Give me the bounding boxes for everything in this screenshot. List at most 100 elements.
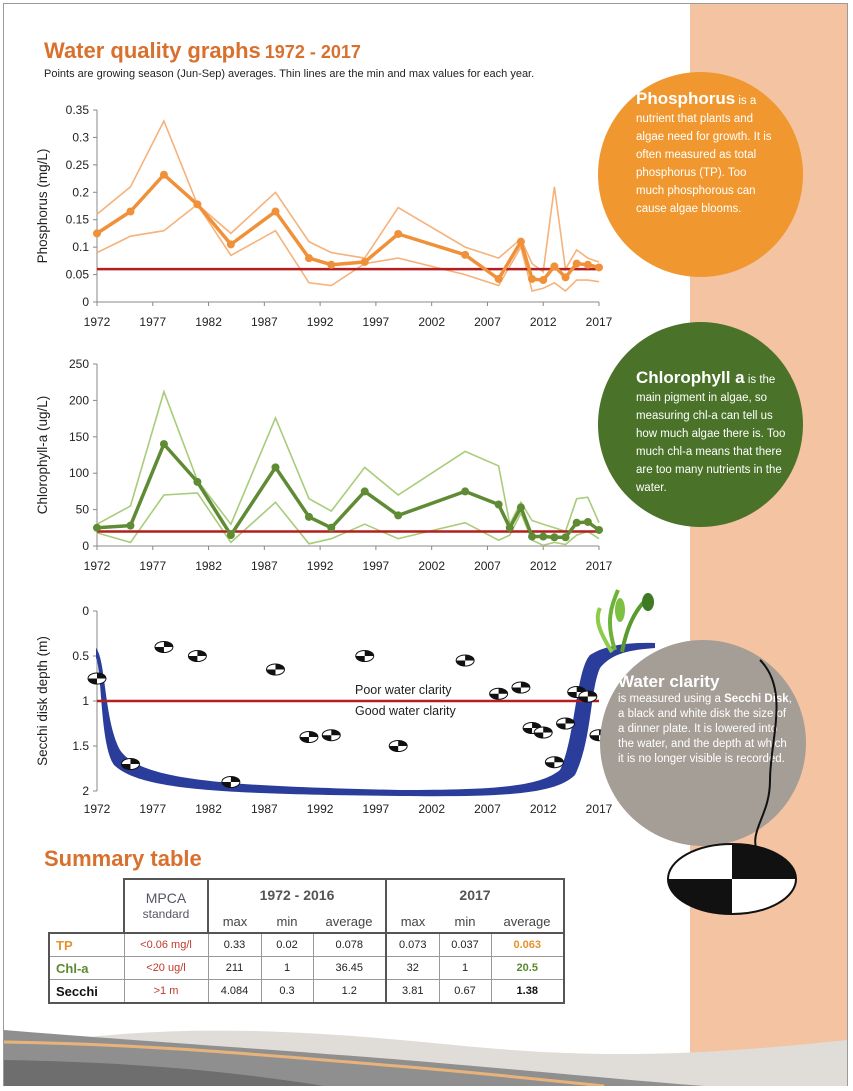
period1-header: 1972 - 2016 [208, 878, 387, 910]
secchi-point-quadrant [534, 732, 544, 738]
y-tick-label: 0.2 [72, 185, 89, 199]
secchi-point-quadrant [545, 762, 555, 768]
x-tick-label: 2017 [586, 559, 613, 573]
data-point [461, 487, 470, 496]
x-tick-label: 1997 [363, 559, 390, 573]
secchi-point-quadrant [163, 641, 173, 647]
clarity-text: is measured using a Secchi Disk, a black… [618, 692, 792, 767]
summary-table: MPCA standard 1972 - 2016 2017 max min av… [48, 878, 565, 1004]
secchi-point-quadrant [121, 764, 131, 770]
secchi-point-quadrant [154, 647, 164, 653]
data-point [561, 533, 570, 542]
x-tick-label: 1982 [195, 802, 222, 816]
x-tick-label: 2007 [474, 802, 501, 816]
x-tick-label: 1992 [307, 559, 334, 573]
cell: 0.037 [439, 933, 492, 957]
secchi-point-quadrant [565, 718, 575, 724]
secchi-point-quadrant [489, 693, 499, 700]
x-tick-label: 1987 [251, 559, 278, 573]
data-point [505, 523, 514, 532]
secchi-point-quadrant [197, 650, 207, 656]
data-point [528, 532, 537, 541]
phosphorus-info-circle: Phosphorus is a nutrient that plants and… [598, 72, 803, 277]
secchi-point-quadrant [322, 735, 332, 741]
secchi-point-quadrant [398, 740, 408, 746]
data-point [159, 440, 168, 449]
data-point [159, 170, 168, 179]
poor-clarity-label: Poor water clarity [355, 683, 452, 697]
std-tp: <0.06 mg/l [124, 933, 209, 957]
y-tick-label: 0 [82, 604, 89, 618]
secchi-point-quadrant [520, 682, 530, 688]
secchi-point-quadrant [465, 655, 475, 661]
y-tick-label: 0.35 [66, 103, 90, 117]
cell: 0.073 [386, 933, 440, 957]
data-point [126, 207, 135, 216]
secchi-point [455, 654, 475, 667]
secchi-point [321, 729, 341, 742]
cell: 1 [439, 956, 492, 980]
x-tick-label: 1982 [195, 559, 222, 573]
data-point [583, 517, 592, 526]
page-title: Water quality graphs 1972 - 2017 [44, 38, 361, 64]
secchi-point [154, 641, 174, 653]
y-tick-label: 0.25 [66, 158, 90, 172]
summary-title: Summary table [44, 846, 202, 871]
secchi-point-quadrant [97, 673, 106, 679]
x-tick-label: 2012 [530, 315, 557, 329]
secchi-point-quadrant [331, 729, 341, 736]
secchi-point-quadrant [364, 650, 374, 656]
y-tick-label: 1.5 [72, 739, 89, 753]
summary-header-row: MPCA standard 1972 - 2016 2017 [49, 878, 565, 934]
data-point [550, 262, 559, 271]
secchi-point-quadrant [578, 696, 588, 702]
secchi-point [489, 687, 509, 700]
x-tick-label: 2002 [418, 559, 445, 573]
x-tick-label: 1977 [139, 802, 166, 816]
y-axis-label: Secchi disk depth (m) [35, 636, 50, 766]
secchi-point [544, 756, 564, 769]
col-min: min [276, 913, 298, 929]
secchi-point-quadrant [523, 728, 533, 734]
x-tick-label: 1997 [363, 802, 390, 816]
secchi-point [87, 672, 107, 685]
data-point [226, 531, 235, 540]
clarity-text-a: is measured using a [618, 693, 725, 705]
secchi-point-quadrant [554, 756, 564, 763]
data-point [539, 276, 548, 285]
data-point [193, 200, 202, 209]
secchi-point-quadrant [221, 782, 231, 788]
x-tick-label: 1997 [363, 315, 390, 329]
x-tick-label: 2017 [586, 315, 613, 329]
secchi-point [388, 740, 408, 752]
x-tick-label: 1982 [195, 315, 222, 329]
data-point [583, 260, 592, 269]
clarity-heading: Water clarity [618, 672, 720, 691]
data-point [595, 263, 603, 272]
secchi-point-quadrant [456, 660, 466, 666]
data-point [271, 207, 280, 216]
row-label-tp: TP [48, 933, 125, 957]
y-tick-label: 50 [76, 503, 90, 517]
phosphorus-text: is a nutrient that plants and algae need… [636, 95, 772, 215]
secchi-point-quadrant [299, 737, 309, 743]
y-tick-label: 100 [69, 466, 89, 480]
std-chla: <20 ug/l [124, 956, 209, 980]
y-tick-label: 0.5 [72, 649, 89, 663]
x-tick-label: 2007 [474, 559, 501, 573]
secchi-point-quadrant [587, 691, 597, 697]
x-tick-label: 1992 [307, 315, 334, 329]
secchi-point-quadrant [130, 758, 140, 764]
x-tick-label: 1977 [139, 315, 166, 329]
secchi-point-quadrant [230, 776, 240, 782]
x-tick-label: 1972 [84, 802, 111, 816]
secchi-point-quadrant [567, 692, 577, 698]
y-tick-label: 0.15 [66, 213, 90, 227]
secchi-point-quadrant [511, 687, 521, 693]
data-point [572, 518, 581, 527]
y-tick-label: 2 [82, 784, 89, 798]
secchi-point-quadrant [576, 686, 586, 692]
x-tick-label: 2012 [530, 559, 557, 573]
phosphorus-heading: Phosphorus [636, 89, 736, 108]
